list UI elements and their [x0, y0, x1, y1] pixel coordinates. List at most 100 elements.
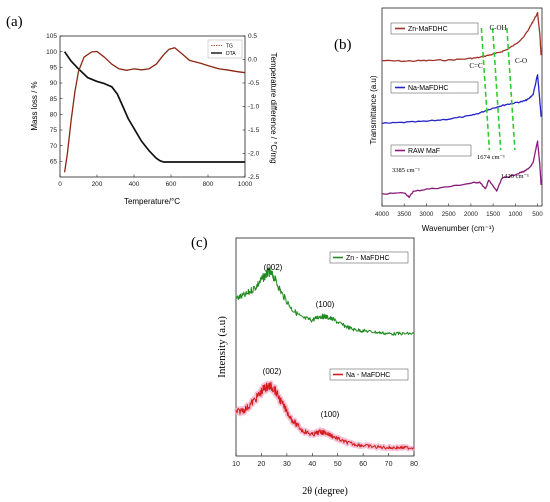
- legend-dta-label: DTA: [226, 51, 236, 57]
- y-tick-label: 80: [50, 112, 58, 119]
- x-tick-label: 1000: [508, 211, 523, 218]
- x-tick-label: 0: [58, 181, 62, 188]
- spectrum-1-line: [381, 11, 542, 63]
- y2-tick-label: 0.0: [248, 57, 257, 64]
- x-tick-label: 70: [385, 461, 393, 468]
- x-tick-label: 10: [232, 461, 240, 468]
- panel-c-legend-zn: Zn - MaFDHC: [329, 251, 409, 264]
- y-tick-label: 85: [50, 96, 58, 103]
- legend-tg-label: TG: [226, 44, 233, 50]
- panel-a-y-ticks: 65 70 75 80 85 90 95 100 105: [46, 33, 63, 166]
- y-tick-label: 70: [50, 143, 58, 150]
- panel-c-series: [234, 267, 416, 452]
- legend-c-na-box: [329, 368, 409, 381]
- panel-c: (c) 10 20 30 40 50 60 70 80 2θ (degree) Intensi…: [191, 235, 418, 497]
- x-tick-label: 30: [283, 461, 291, 468]
- panel-a-y-axis-label: Mass loss / %: [30, 81, 39, 130]
- x-tick-label: 40: [308, 461, 316, 468]
- panel-b-legend-na: Na-MaFDHC: [390, 81, 479, 94]
- panel-c-x-ticks: 10 20 30 40 50 60 70 80: [232, 453, 418, 468]
- x-tick-label: 20: [258, 461, 266, 468]
- peak-label-zn-002: (002): [264, 263, 283, 272]
- x-tick-label: 800: [203, 181, 214, 188]
- marker-dashed-line: [506, 27, 516, 151]
- panel-c-label: (c): [191, 235, 208, 251]
- y-tick-label: 100: [46, 49, 57, 56]
- spectrum-3-line: [381, 140, 542, 199]
- x-tick-label: 400: [129, 181, 140, 188]
- panel-b-legend-raw: RAW MaF: [390, 144, 472, 157]
- x-tick-label: 500: [532, 211, 543, 218]
- x-tick-label: 1500: [486, 211, 501, 218]
- panel-b-x-ticks: 4000 3500 3000 2500 2000 1500 1000 500: [375, 203, 543, 218]
- annot-c-c: C=C: [469, 62, 483, 70]
- y2-tick-label: -0.5: [248, 80, 260, 87]
- annot-1674: 1674 cm⁻¹: [477, 154, 505, 161]
- panel-a-legend: TG DTA: [207, 39, 243, 59]
- panel-a-legend-box: [207, 39, 243, 59]
- panel-a-x-ticks: 0 200 400 600 800 1000: [58, 174, 253, 188]
- panel-a-label: (a): [6, 14, 23, 30]
- panel-a: (a) 0 200 400 600 800 1000 65 70 75 80 85 90 95 100 1…: [6, 14, 278, 206]
- legend-c-na-label: Na - MaFDHC: [346, 372, 390, 379]
- y-tick-label: 90: [50, 80, 58, 87]
- panel-c-legend-na: Na - MaFDHC: [329, 368, 409, 381]
- panel-b: (b) 4000 3500 3000 2500 2000 1500 1000 500 Wave…: [334, 7, 543, 233]
- x-tick-label: 200: [92, 181, 103, 188]
- peak-label-na-100: (100): [321, 410, 340, 419]
- x-tick-label: 1000: [238, 181, 253, 188]
- legend-zn-box: [390, 22, 479, 35]
- series-dta-line: [63, 47, 246, 173]
- x-tick-label: 4000: [375, 211, 390, 218]
- annot-3385: 3385 cm⁻¹: [392, 167, 420, 174]
- annot-1420: 1420 cm⁻¹: [501, 173, 529, 180]
- series-tg-line: [63, 51, 245, 163]
- y2-tick-label: -2.0: [248, 151, 260, 158]
- legend-na-box: [390, 81, 479, 94]
- panel-a-y2-axis-label: Temperature difference / °C/mg: [269, 52, 278, 163]
- x-tick-label: 600: [166, 181, 177, 188]
- xrd-series-2-line: [235, 382, 415, 450]
- annot-c-o: C-O: [515, 57, 527, 65]
- annot-c-oh: C-OH: [489, 24, 506, 32]
- y-tick-label: 95: [50, 65, 58, 72]
- y-tick-label: 105: [46, 33, 57, 40]
- x-tick-label: 3000: [419, 211, 434, 218]
- spectrum-2-line: [381, 74, 542, 125]
- x-tick-label: 60: [359, 461, 367, 468]
- y2-tick-label: -2.5: [248, 174, 260, 181]
- legend-raw-label: RAW MaF: [408, 148, 440, 155]
- panel-a-series: [63, 47, 246, 173]
- legend-zn-label: Zn-MaFDHC: [408, 26, 448, 33]
- y2-tick-label: -1.0: [248, 104, 260, 111]
- panel-b-legend-zn: Zn-MaFDHC: [390, 22, 479, 35]
- marker-dashed-line: [480, 27, 491, 151]
- peak-label-na-002: (002): [263, 367, 282, 376]
- y-tick-label: 65: [50, 159, 58, 166]
- panel-c-y-axis-label: Intensity (a.u): [216, 316, 228, 378]
- legend-c-zn-label: Zn - MaFDHC: [346, 255, 390, 262]
- panel-b-series: [381, 11, 542, 199]
- x-tick-label: 50: [334, 461, 342, 468]
- y-tick-label: 75: [50, 127, 58, 134]
- panel-b-x-axis-label: Wavenumber (cm⁻¹): [422, 224, 495, 233]
- x-tick-label: 2500: [442, 211, 457, 218]
- x-tick-label: 3500: [397, 211, 412, 218]
- panel-c-plot-frame: [235, 237, 415, 457]
- marker-dashed-line: [491, 27, 502, 151]
- panel-b-y-axis-label: Transmittance (a.u): [369, 75, 378, 144]
- panel-c-x-axis-label: 2θ (degree): [302, 486, 348, 497]
- x-tick-label: 80: [410, 461, 418, 468]
- legend-na-label: Na-MaFDHC: [408, 85, 448, 92]
- y2-tick-label: 0.5: [248, 33, 257, 40]
- panel-b-plot-frame: [381, 7, 543, 207]
- y2-tick-label: -1.5: [248, 127, 260, 134]
- legend-c-zn-box: [329, 251, 409, 264]
- panel-a-y2-ticks: 0.5 0.0 -0.5 -1.0 -1.5 -2.0 -2.5: [242, 33, 260, 181]
- x-tick-label: 2000: [464, 211, 479, 218]
- panel-a-x-axis-label: Temperature/°C: [124, 197, 180, 206]
- legend-raw-box: [390, 144, 472, 157]
- xrd-series-1-line: [235, 267, 415, 336]
- peak-label-zn-100: (100): [316, 300, 335, 309]
